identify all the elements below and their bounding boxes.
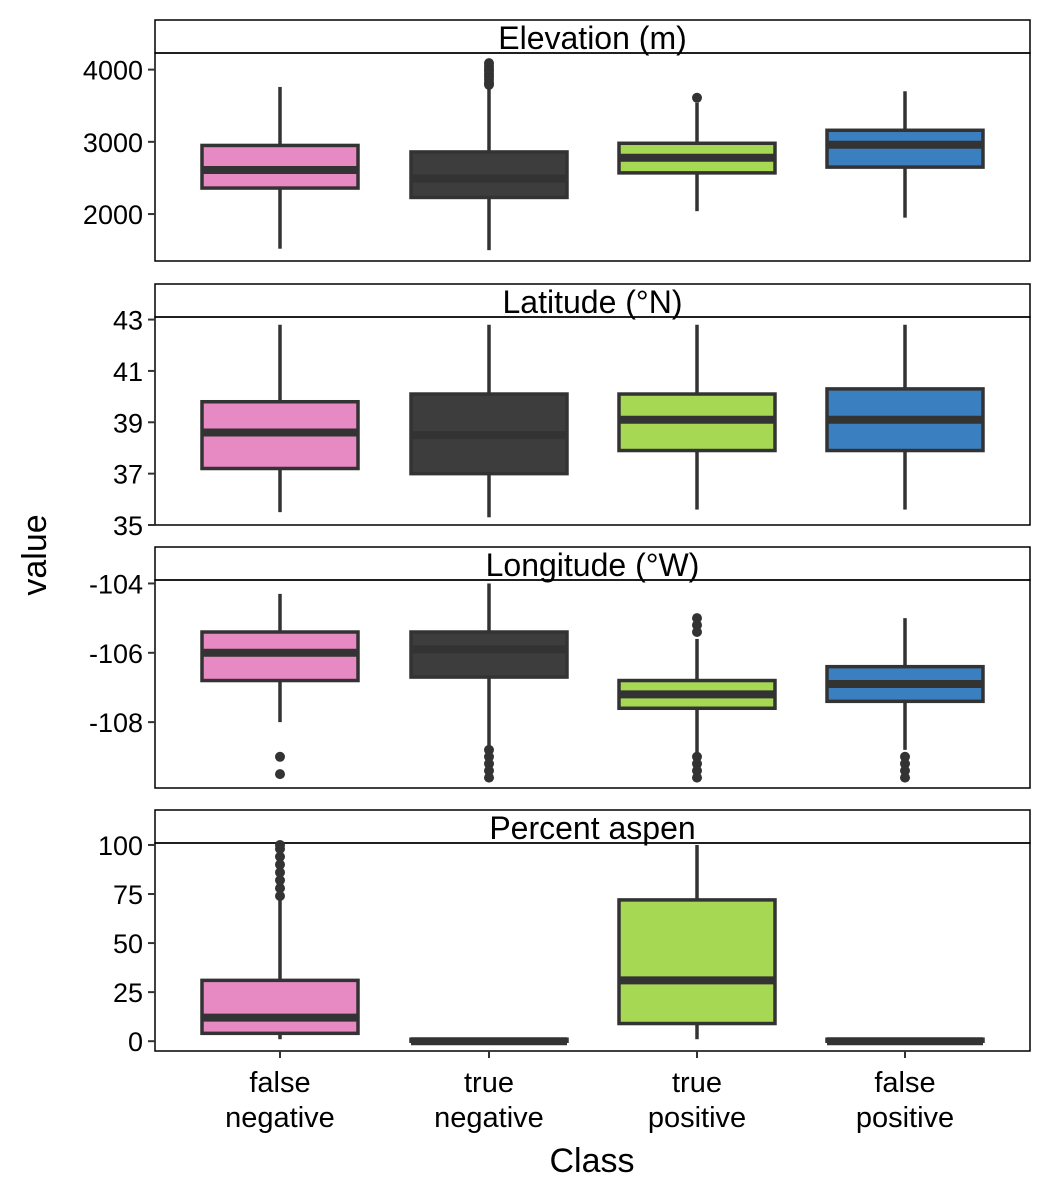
outlier-point [900, 765, 910, 776]
outlier-point [484, 772, 494, 783]
y-tick-label: 4000 [83, 56, 143, 86]
facet-panel: Longitude (°W) -104 -106 -108 [89, 546, 1031, 789]
outlier-point [484, 758, 494, 769]
x-tick-label: false negative [225, 1067, 335, 1134]
y-tick-label: 35 [113, 511, 143, 541]
x-tick-label: true positive [648, 1067, 746, 1134]
outlier-point [275, 769, 285, 780]
outlier-point [900, 751, 910, 762]
y-tick-label: 37 [113, 460, 143, 490]
y-tick-label: 25 [113, 978, 143, 1008]
outlier-point [692, 772, 702, 783]
facet-strip [154, 19, 1031, 54]
box-1 [409, 583, 569, 783]
box-0 [200, 839, 360, 1040]
y-axis-label: value [16, 514, 54, 595]
y-tick-label: 39 [113, 408, 143, 438]
outlier-point [484, 744, 494, 755]
outlier-point [692, 627, 702, 637]
outlier-point [692, 751, 702, 762]
outlier-point [275, 751, 285, 762]
panel-border [154, 842, 1031, 1052]
facet-strip [154, 809, 1031, 844]
outlier-point [275, 875, 285, 886]
outlier-point [484, 765, 494, 776]
y-tick-label: 50 [113, 929, 143, 959]
x-axis-label: Class [549, 1142, 634, 1180]
outlier-point [275, 859, 285, 870]
outlier-point [275, 839, 285, 850]
y-tick-label: -104 [89, 569, 143, 599]
y-tick-label: -108 [89, 708, 143, 738]
box-0 [200, 86, 360, 249]
outlier-point [692, 92, 702, 103]
box-body [409, 630, 569, 679]
x-tick-label: true negative [434, 1067, 544, 1134]
facet-strip [154, 546, 1031, 581]
outlier-point [692, 620, 702, 631]
box-1 [409, 324, 569, 518]
panel-border [154, 316, 1031, 526]
outlier-point [275, 867, 285, 878]
box-2 [617, 844, 777, 1040]
outlier-point [275, 851, 285, 862]
outlier-point [692, 613, 702, 624]
facet-title: Percent aspen [489, 810, 695, 846]
box-body [617, 898, 777, 1026]
facet-title: Longitude (°W) [486, 547, 700, 583]
outlier-point [692, 765, 702, 776]
outlier-point [275, 890, 285, 901]
facet-panel: Elevation (m) 2000 3000 4000 [83, 19, 1031, 262]
outlier-point [900, 758, 910, 769]
facet-strip [154, 283, 1031, 318]
y-tick-label: 2000 [83, 200, 143, 230]
box-2 [617, 324, 777, 510]
x-tick-labels: false negative true negative true positive fal… [225, 1051, 954, 1134]
box-3 [825, 91, 985, 218]
outlier-point [484, 751, 494, 762]
outlier-point [692, 758, 702, 769]
facet-title: Latitude (°N) [503, 284, 683, 320]
panel-border [154, 579, 1031, 789]
x-tick-label: false positive [856, 1067, 954, 1134]
box-2 [617, 92, 777, 212]
facet-panel: Percent aspen 0 25 50 75 100 [98, 809, 1031, 1057]
y-tick-label: 3000 [83, 128, 143, 158]
box-3 [825, 1037, 985, 1046]
y-tick-label: 75 [113, 880, 143, 910]
box-body [200, 978, 360, 1036]
outlier-point [900, 772, 910, 783]
box-1 [409, 58, 569, 251]
facet-panel: Latitude (°N) 35 37 39 41 43 [113, 283, 1031, 541]
box-3 [825, 324, 985, 510]
facet-title: Elevation (m) [498, 20, 687, 56]
box-1 [409, 1037, 569, 1046]
facet-panels: Elevation (m) 2000 3000 4000 Latitude (°N) 35… [83, 19, 1031, 1057]
y-tick-label: 41 [113, 357, 143, 387]
y-tick-label: -106 [89, 639, 143, 669]
box-2 [617, 613, 777, 783]
y-tick-label: 43 [113, 306, 143, 336]
box-3 [825, 618, 985, 783]
y-tick-label: 0 [128, 1027, 143, 1057]
box-0 [200, 324, 360, 513]
y-tick-label: 100 [98, 831, 143, 861]
panel-border [154, 52, 1031, 262]
outlier-point [484, 58, 494, 69]
outlier-point [275, 883, 285, 894]
box-0 [200, 593, 360, 780]
